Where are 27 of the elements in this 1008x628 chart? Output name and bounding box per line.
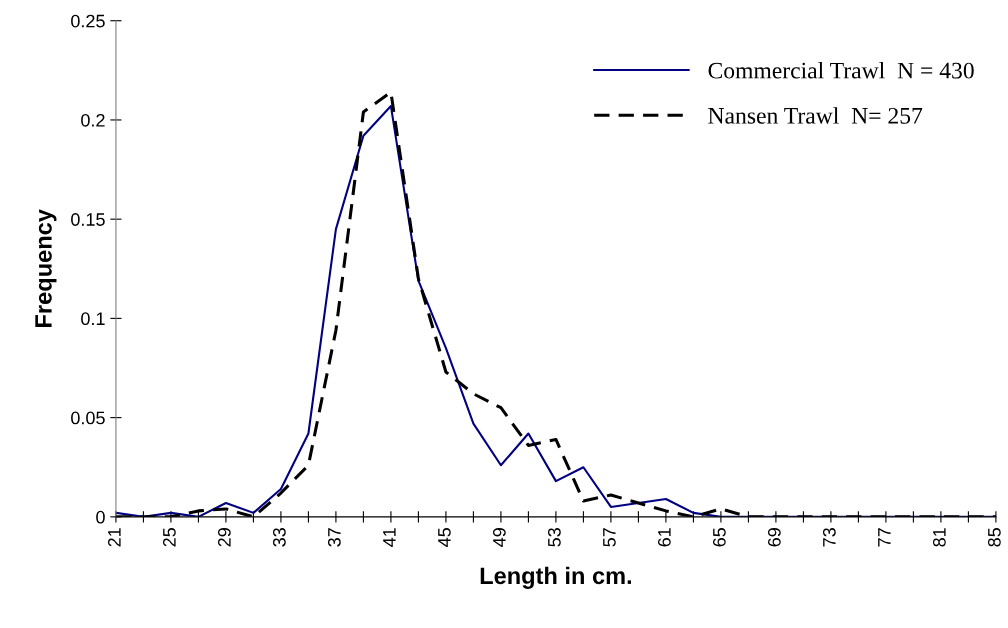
x-tick-label: 53 [547, 528, 561, 547]
x-axis-title: Length in cm. [480, 566, 632, 589]
y-tick-label: 0 [96, 510, 105, 524]
y-tick-label: 0.2 [81, 113, 105, 127]
x-tick-label: 33 [272, 528, 286, 547]
x-tick-label: 29 [217, 528, 231, 547]
x-tick-label: 85 [987, 528, 1001, 547]
x-tick-label: 69 [767, 528, 781, 547]
x-tick-label: 25 [162, 528, 176, 547]
y-tick-label: 0.25 [71, 14, 105, 28]
x-tick-label: 41 [383, 528, 396, 547]
y-axis-title: Frequency [35, 209, 57, 327]
x-tick-label: 81 [932, 528, 946, 547]
y-tick-label: 0.05 [71, 411, 105, 425]
x-tick-label: 21 [107, 528, 121, 547]
y-tick-label: 0.15 [71, 213, 105, 226]
x-tick-label: 65 [712, 528, 726, 547]
x-tick-label: 49 [492, 528, 506, 547]
legend-label: Commercial Trawl N = 430 [708, 61, 974, 79]
legend-label: Nansen Trawl N= 257 [708, 107, 923, 124]
y-tick-label: 0.1 [81, 312, 105, 326]
x-tick-label: 61 [657, 528, 671, 547]
x-tick-label: 37 [327, 528, 341, 547]
x-tick-label: 45 [438, 528, 451, 547]
x-tick-label: 77 [878, 528, 891, 547]
x-tick-label: 73 [822, 528, 836, 547]
x-tick-label: 57 [603, 528, 616, 547]
